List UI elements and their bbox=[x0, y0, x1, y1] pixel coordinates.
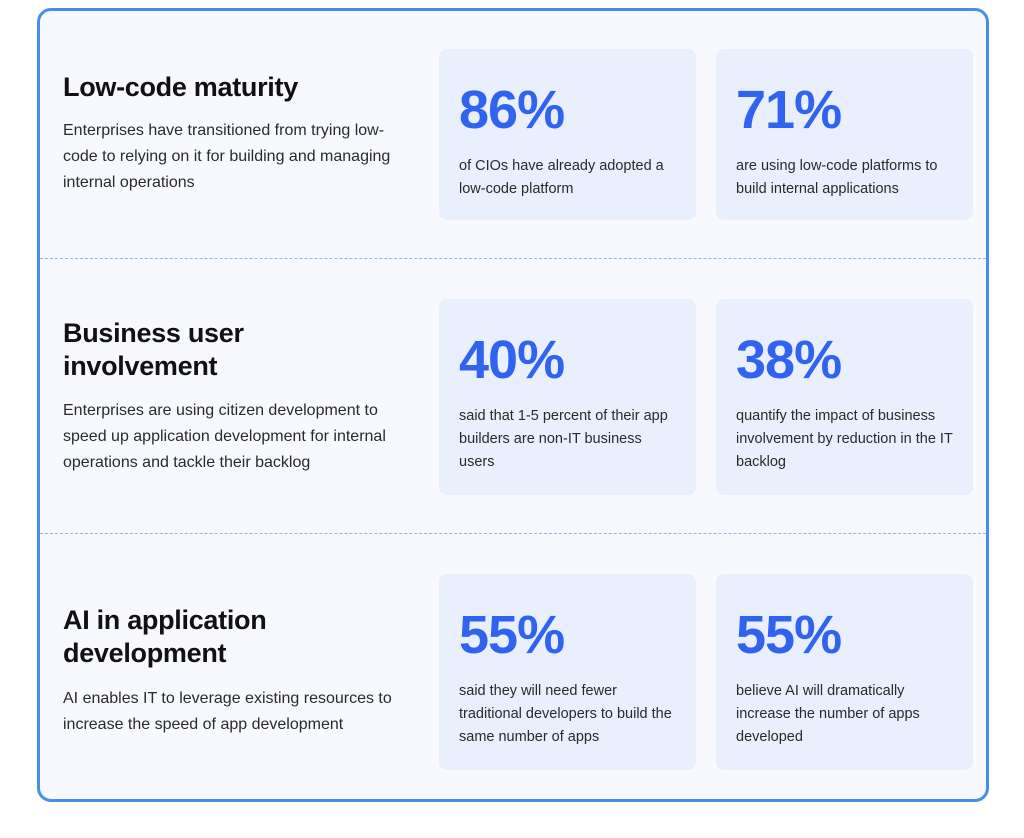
section-description: AI enables IT to leverage existing resou… bbox=[63, 690, 392, 733]
stat-value: 38% bbox=[736, 330, 842, 390]
section-title: Low-code maturity bbox=[63, 72, 298, 102]
infographic-card: Low-code maturity Enterprises have trans… bbox=[37, 8, 989, 802]
stat-text: of CIOs have already adopted a low-code … bbox=[459, 158, 664, 197]
section-description: Enterprises have transitioned from tryin… bbox=[63, 122, 391, 191]
section-divider bbox=[40, 533, 986, 534]
section-divider bbox=[40, 258, 986, 259]
stat-card: 38% quantify the impact of business invo… bbox=[716, 299, 973, 495]
stat-value: 55% bbox=[459, 605, 565, 665]
stat-card: 55% believe AI will dramatically increas… bbox=[716, 574, 973, 770]
stat-text: said that 1-5 percent of their app build… bbox=[459, 408, 668, 470]
stat-value: 55% bbox=[736, 605, 842, 665]
stat-card: 55% said they will need fewer traditiona… bbox=[439, 574, 696, 770]
stat-value: 71% bbox=[736, 80, 842, 140]
stat-card: 40% said that 1-5 percent of their app b… bbox=[439, 299, 696, 495]
stat-value: 86% bbox=[459, 80, 565, 140]
stat-card: 86% of CIOs have already adopted a low-c… bbox=[439, 49, 696, 220]
stat-value: 40% bbox=[459, 330, 565, 390]
stat-text: are using low-code platforms to build in… bbox=[736, 158, 938, 197]
stat-card: 71% are using low-code platforms to buil… bbox=[716, 49, 973, 220]
stat-text: quantify the impact of business involvem… bbox=[736, 408, 953, 470]
stat-text: said they will need fewer traditional de… bbox=[459, 683, 672, 745]
section-title: AI in application development bbox=[63, 605, 267, 668]
section-description: Enterprises are using citizen developmen… bbox=[63, 402, 386, 471]
section-title: Business user involvement bbox=[63, 318, 244, 381]
stat-text: believe AI will dramatically increase th… bbox=[736, 683, 920, 745]
